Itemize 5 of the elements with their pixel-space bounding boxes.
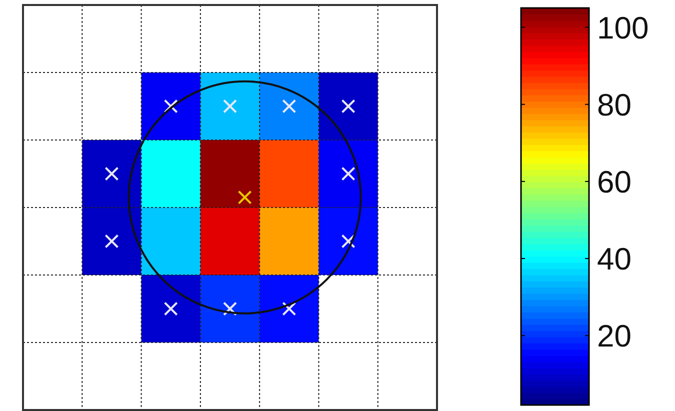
color-bar-label: 20: [597, 318, 632, 354]
color-bar-label: 80: [597, 87, 632, 122]
color-bar-label: 100: [597, 10, 649, 46]
color-bar-label: 40: [597, 242, 632, 277]
color-bar-label: 60: [597, 164, 632, 200]
